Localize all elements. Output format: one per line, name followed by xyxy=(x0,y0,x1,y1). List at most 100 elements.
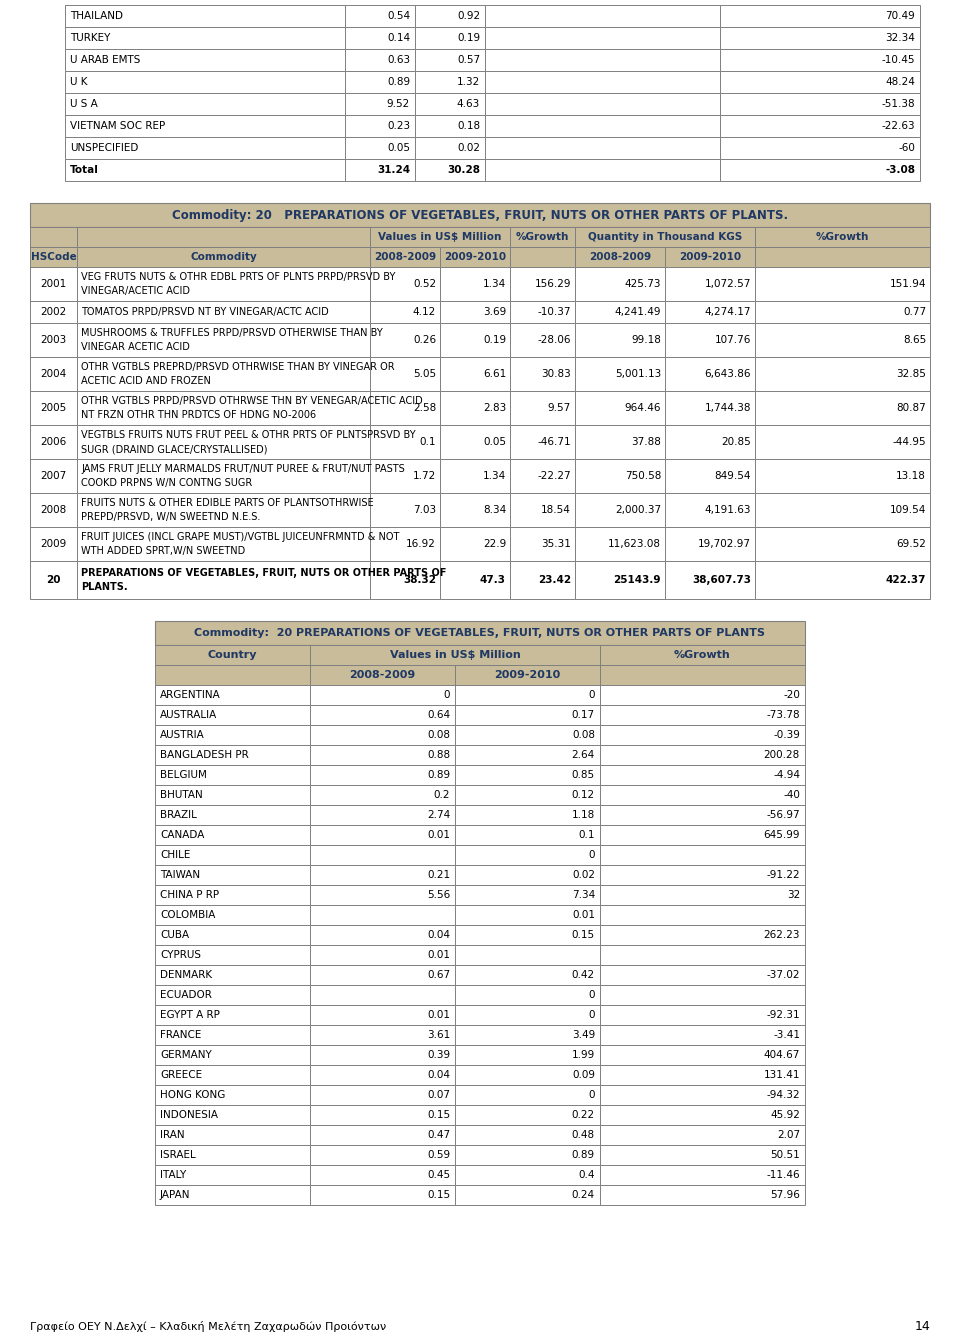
Bar xyxy=(755,247,930,267)
Bar xyxy=(755,460,930,493)
Text: -40: -40 xyxy=(783,790,800,800)
Bar xyxy=(455,866,600,884)
Text: 0.05: 0.05 xyxy=(483,437,506,448)
Bar xyxy=(77,358,370,391)
Bar xyxy=(455,1046,600,1064)
Bar xyxy=(575,391,665,425)
Text: 45.92: 45.92 xyxy=(770,1110,800,1120)
Text: 1.32: 1.32 xyxy=(457,77,480,87)
Text: -51.38: -51.38 xyxy=(881,99,915,109)
Bar xyxy=(665,267,755,301)
Text: 69.52: 69.52 xyxy=(896,539,926,548)
Text: 0.24: 0.24 xyxy=(572,1189,595,1200)
Text: 262.23: 262.23 xyxy=(763,930,800,939)
Bar xyxy=(455,724,600,745)
Text: VIETNAM SOC REP: VIETNAM SOC REP xyxy=(70,121,165,130)
Text: -22.27: -22.27 xyxy=(538,470,571,481)
Bar xyxy=(455,645,600,665)
Bar xyxy=(155,945,310,965)
Bar xyxy=(310,1005,455,1025)
Bar xyxy=(155,665,310,685)
Text: 48.24: 48.24 xyxy=(885,77,915,87)
Text: Commodity: Commodity xyxy=(190,253,257,262)
Bar xyxy=(510,560,575,599)
Text: 0.47: 0.47 xyxy=(427,1130,450,1140)
Text: 156.29: 156.29 xyxy=(535,280,571,289)
Text: Commodity: 20   PREPARATIONS OF VEGETABLES, FRUIT, NUTS OR OTHER PARTS OF PLANTS: Commodity: 20 PREPARATIONS OF VEGETABLES… xyxy=(172,208,788,222)
Text: -91.22: -91.22 xyxy=(766,870,800,880)
Bar xyxy=(455,825,600,845)
Bar xyxy=(575,527,665,560)
Text: BRAZIL: BRAZIL xyxy=(160,810,197,820)
Bar xyxy=(510,323,575,358)
Bar xyxy=(575,425,665,460)
Text: GREECE: GREECE xyxy=(160,1070,203,1081)
Text: 2,000.37: 2,000.37 xyxy=(614,505,661,515)
Text: TURKEY: TURKEY xyxy=(70,34,110,43)
Bar xyxy=(310,905,455,925)
Text: 4,191.63: 4,191.63 xyxy=(705,505,751,515)
Bar xyxy=(485,27,720,48)
Bar xyxy=(440,527,510,560)
Bar xyxy=(370,527,440,560)
Text: U K: U K xyxy=(70,77,87,87)
Bar xyxy=(77,267,370,301)
Text: 6.61: 6.61 xyxy=(483,370,506,379)
Text: 0.09: 0.09 xyxy=(572,1070,595,1081)
Bar xyxy=(510,301,575,323)
Bar xyxy=(510,391,575,425)
Text: BELGIUM: BELGIUM xyxy=(160,770,206,780)
Bar xyxy=(600,1145,805,1165)
Bar xyxy=(510,227,575,247)
Text: -60: -60 xyxy=(899,142,915,153)
Bar xyxy=(755,227,930,247)
Text: 1.72: 1.72 xyxy=(413,470,436,481)
Bar xyxy=(600,945,805,965)
Bar xyxy=(440,247,510,267)
Text: -44.95: -44.95 xyxy=(893,437,926,448)
Bar xyxy=(370,391,440,425)
Text: 0.92: 0.92 xyxy=(457,11,480,22)
Bar xyxy=(665,247,755,267)
Text: 35.31: 35.31 xyxy=(541,539,571,548)
Text: 32.34: 32.34 xyxy=(885,34,915,43)
Bar xyxy=(30,425,77,460)
Text: 0.77: 0.77 xyxy=(902,306,926,317)
Text: 30.83: 30.83 xyxy=(541,370,571,379)
Text: 22.9: 22.9 xyxy=(483,539,506,548)
Bar xyxy=(755,267,930,301)
Bar xyxy=(345,5,415,27)
Bar xyxy=(665,323,755,358)
Bar xyxy=(65,93,345,116)
Text: BHUTAN: BHUTAN xyxy=(160,790,203,800)
Text: 0.63: 0.63 xyxy=(387,55,410,65)
Text: -37.02: -37.02 xyxy=(766,970,800,980)
Text: 0: 0 xyxy=(444,689,450,700)
Bar xyxy=(30,247,77,267)
Text: 0.42: 0.42 xyxy=(572,970,595,980)
Text: 19,702.97: 19,702.97 xyxy=(698,539,751,548)
Text: -10.45: -10.45 xyxy=(881,55,915,65)
Bar xyxy=(65,137,345,159)
Text: JAMS FRUT JELLY MARMALDS FRUT/NUT PUREE & FRUT/NUT PASTS: JAMS FRUT JELLY MARMALDS FRUT/NUT PUREE … xyxy=(81,464,405,474)
Text: 645.99: 645.99 xyxy=(763,831,800,840)
Text: COOKD PRPNS W/N CONTNG SUGR: COOKD PRPNS W/N CONTNG SUGR xyxy=(81,478,252,488)
Bar xyxy=(510,358,575,391)
Bar xyxy=(155,825,310,845)
Text: MUSHROOMS & TRUFFLES PRPD/PRSVD OTHERWISE THAN BY: MUSHROOMS & TRUFFLES PRPD/PRSVD OTHERWIS… xyxy=(81,328,383,337)
Bar xyxy=(755,391,930,425)
Text: -3.08: -3.08 xyxy=(885,165,915,175)
Text: 0.19: 0.19 xyxy=(483,335,506,345)
Bar xyxy=(455,1085,600,1105)
Text: -20: -20 xyxy=(783,689,800,700)
Text: 0.45: 0.45 xyxy=(427,1171,450,1180)
Text: HSCode: HSCode xyxy=(31,253,77,262)
Bar xyxy=(600,1105,805,1125)
Bar xyxy=(440,493,510,527)
Bar xyxy=(77,425,370,460)
Text: 0.1: 0.1 xyxy=(420,437,436,448)
Bar xyxy=(510,425,575,460)
Text: 0.39: 0.39 xyxy=(427,1050,450,1060)
Text: 20: 20 xyxy=(46,575,60,585)
Bar xyxy=(455,845,600,866)
